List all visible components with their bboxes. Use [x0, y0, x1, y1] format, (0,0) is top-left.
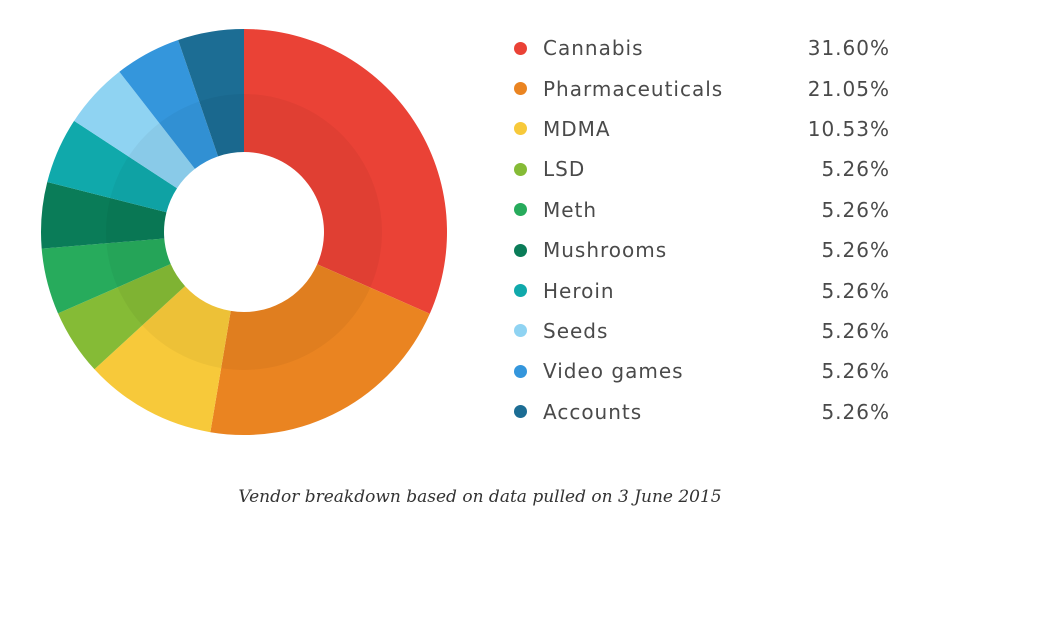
- legend-label: Heroin: [543, 278, 615, 303]
- legend-item-video-games: Video games 5.26%: [510, 351, 890, 391]
- legend-item-pharmaceuticals: Pharmaceuticals 21.05%: [510, 68, 890, 108]
- donut-slice-shade-pharmaceuticals: [221, 264, 371, 371]
- donut-slice-video-games: [119, 39, 219, 169]
- legend-dot-icon: [514, 41, 527, 55]
- donut-slice-heroin: [47, 120, 178, 213]
- legend-value: 5.26%: [821, 238, 890, 263]
- legend-dot-icon: [514, 405, 527, 419]
- legend-value: 21.05%: [807, 76, 890, 101]
- legend-label: Pharmaceuticals: [543, 76, 724, 101]
- legend-label: MDMA: [543, 116, 611, 141]
- legend-value: 5.26%: [821, 318, 890, 343]
- donut-slice-meth: [41, 238, 171, 314]
- legend-label: LSD: [543, 157, 586, 182]
- donut-slice-shade-accounts: [199, 94, 244, 157]
- legend-dot-icon: [514, 364, 527, 378]
- legend-dot-icon: [514, 122, 527, 136]
- legend-label: Meth: [543, 197, 598, 222]
- legend-value: 5.26%: [821, 197, 890, 222]
- donut-slice-pharmaceuticals: [210, 264, 430, 435]
- legend-item-seeds: Seeds 5.26%: [510, 311, 890, 351]
- legend-dot-icon: [514, 324, 527, 338]
- legend-item-accounts: Accounts 5.26%: [510, 392, 890, 432]
- chart-caption: Vendor breakdown based on data pulled on…: [238, 487, 722, 507]
- donut-slice-shade-video-games: [159, 101, 219, 169]
- donut-slice-mushrooms: [40, 182, 167, 249]
- legend-label: Cannabis: [543, 36, 644, 61]
- legend-item-lsd: LSD 5.26%: [510, 149, 890, 189]
- donut-slice-shade-heroin: [110, 156, 178, 213]
- legend-label: Mushrooms: [543, 238, 668, 263]
- legend-dot-icon: [514, 284, 527, 298]
- legend-value: 5.26%: [821, 278, 890, 303]
- donut-slice-shade-mdma: [142, 286, 231, 369]
- donut-slice-accounts: [178, 29, 244, 157]
- donut-slice-lsd: [58, 264, 186, 370]
- donut-slice-shade-seeds: [128, 123, 195, 189]
- donut-slice-shade-mushrooms: [106, 198, 167, 244]
- donut-slice-seeds: [74, 71, 195, 189]
- legend-value: 5.26%: [821, 359, 890, 384]
- legend-item-heroin: Heroin 5.26%: [510, 270, 890, 310]
- legend-item-meth: Meth 5.26%: [510, 190, 890, 230]
- legend-label: Video games: [543, 359, 684, 384]
- legend-dot-icon: [514, 203, 527, 217]
- legend-item-mushrooms: Mushrooms 5.26%: [510, 230, 890, 270]
- donut-chart: [40, 29, 447, 435]
- legend-item-cannabis: Cannabis 31.60%: [510, 28, 890, 68]
- legend-value: 31.60%: [807, 36, 890, 61]
- legend-dot-icon: [514, 243, 527, 257]
- legend-label: Seeds: [543, 318, 609, 343]
- legend-label: Accounts: [543, 399, 643, 424]
- donut-slice-shade-meth: [106, 238, 171, 288]
- donut-slice-cannabis: [244, 29, 447, 314]
- legend-item-mdma: MDMA 10.53%: [510, 109, 890, 149]
- legend-dot-icon: [514, 162, 527, 176]
- legend-value: 5.26%: [821, 399, 890, 424]
- donut-slice-shade-lsd: [117, 264, 186, 326]
- legend: Cannabis 31.60% Pharmaceuticals 21.05% MDMA 1…: [510, 28, 890, 432]
- legend-value: 5.26%: [821, 157, 890, 182]
- legend-value: 10.53%: [807, 116, 890, 141]
- legend-dot-icon: [514, 82, 527, 96]
- donut-slice-shade-cannabis: [244, 94, 382, 288]
- donut-slice-mdma: [94, 286, 231, 433]
